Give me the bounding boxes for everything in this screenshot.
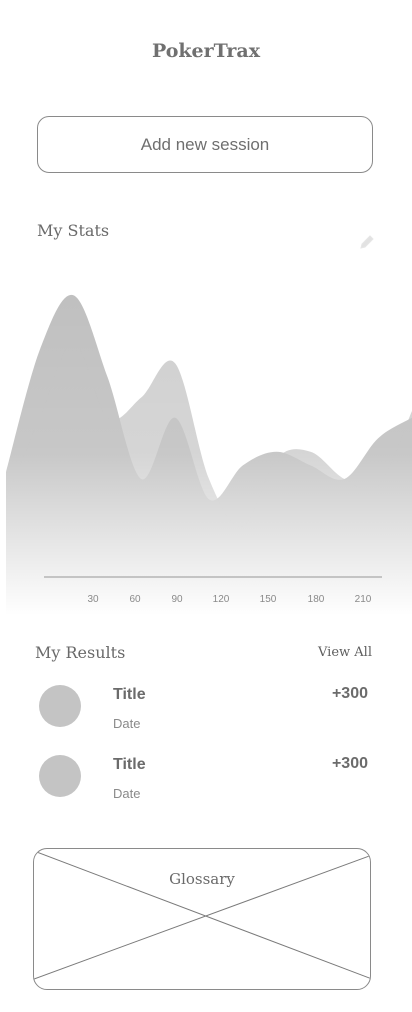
x-tick-label: 90 [171,594,183,605]
result-title: Title [113,756,146,773]
x-tick-label: 180 [308,594,325,605]
glossary-label: Glossary [169,870,235,888]
x-tick-label: 150 [260,594,277,605]
glossary-card[interactable]: Glossary [33,848,371,990]
image-placeholder [34,850,370,980]
result-score: +300 [331,755,368,772]
my-stats-title: My Stats [37,221,110,240]
result-item[interactable]: Title Date +300 [0,685,412,745]
x-tick-label: 30 [87,594,99,605]
x-tick-label: 120 [213,594,230,605]
result-date: Date [113,786,141,801]
view-all-link[interactable]: View All [318,645,372,660]
x-tick-label: 210 [355,594,372,605]
add-session-button[interactable]: Add new session [37,116,373,173]
x-tick-label: 60 [129,594,141,605]
stats-chart: 30 60 90 120 150 180 210 [0,255,412,615]
avatar [39,685,81,727]
result-title: Title [113,686,146,703]
chart-fade-overlay [0,255,412,615]
my-results-title: My Results [35,643,126,662]
result-date: Date [113,716,141,731]
avatar [39,755,81,797]
result-item[interactable]: Title Date +300 [0,755,412,815]
result-score: +300 [331,685,368,702]
pencil-icon[interactable] [358,233,376,251]
app-title: PokerTrax [151,40,261,62]
